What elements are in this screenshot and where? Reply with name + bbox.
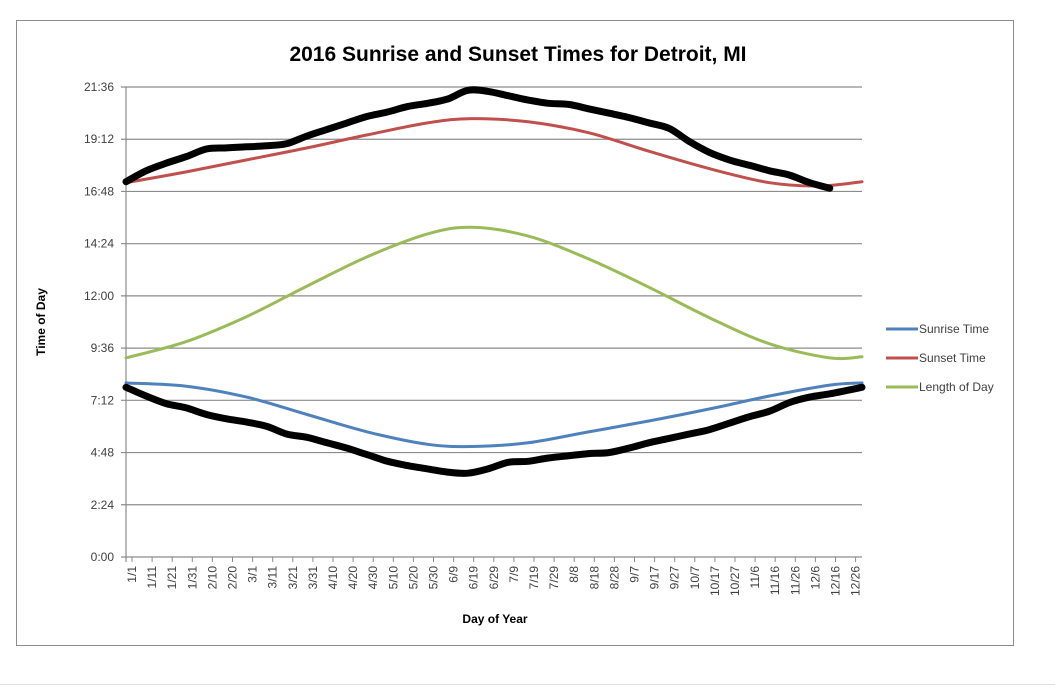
y-axis-title: Time of Day bbox=[34, 288, 48, 356]
x-tick-label: 12/6 bbox=[808, 566, 822, 590]
x-tick-label: 1/11 bbox=[145, 566, 159, 589]
x-tick-label: 8/28 bbox=[607, 566, 621, 590]
series-lines bbox=[124, 117, 864, 449]
x-tick-label: 6/29 bbox=[487, 566, 501, 590]
y-axis-ticks: 0:00 2:24 4:48 7:12 9:36 12:00 14:24 16:48 19:12… bbox=[84, 80, 114, 564]
x-axis-title: Day of Year bbox=[462, 612, 527, 626]
x-tick-label: 11/6 bbox=[748, 566, 762, 589]
x-tick-label: 3/1 bbox=[246, 566, 260, 583]
y-tick-label: 4:48 bbox=[91, 446, 115, 460]
y-tick-label: 19:12 bbox=[84, 132, 114, 146]
x-tick-label: 2/10 bbox=[205, 566, 219, 590]
x-tick-label: 3/21 bbox=[286, 566, 300, 590]
x-tick-label: 7/19 bbox=[527, 566, 541, 590]
x-tick-label: 7/9 bbox=[507, 566, 521, 583]
x-tick-label: 8/18 bbox=[587, 566, 601, 590]
x-tick-label: 4/30 bbox=[366, 566, 380, 590]
x-tick-label: 3/31 bbox=[306, 566, 320, 590]
y-tick-label: 12:00 bbox=[84, 289, 114, 303]
x-tick-label: 1/21 bbox=[165, 566, 179, 590]
x-tick-label: 2/20 bbox=[226, 566, 240, 590]
y-tick-label: 9:36 bbox=[91, 341, 115, 355]
chart-title: 2016 Sunrise and Sunset Times for Detroi… bbox=[289, 43, 746, 66]
y-tick-label: 14:24 bbox=[84, 237, 114, 251]
x-tick-label: 5/10 bbox=[386, 566, 400, 590]
x-tick-label: 3/11 bbox=[266, 566, 280, 589]
x-tick-label: 5/20 bbox=[406, 566, 420, 590]
y-tick-label: 0:00 bbox=[91, 550, 115, 564]
y-tick-label: 7:12 bbox=[91, 393, 115, 407]
series-line-length-of-day bbox=[124, 225, 864, 361]
x-tick-label: 4/20 bbox=[346, 566, 360, 590]
hand-drawn-sunset-trace bbox=[122, 86, 834, 192]
x-tick-label: 11/16 bbox=[768, 566, 782, 595]
x-tick-label: 12/16 bbox=[829, 566, 843, 596]
hand-drawn-annotations bbox=[122, 86, 866, 477]
hand-drawn-sunrise-trace bbox=[122, 383, 866, 477]
x-tick-label: 10/17 bbox=[708, 566, 722, 596]
series-line-sunset-time bbox=[124, 117, 864, 188]
x-tick-label: 1/1 bbox=[125, 566, 139, 583]
y-tick-label: 16:48 bbox=[84, 184, 114, 198]
x-tick-label: 9/7 bbox=[628, 566, 642, 583]
x-tick-label: 4/10 bbox=[326, 566, 340, 590]
legend-label: Sunset Time bbox=[919, 351, 986, 365]
x-tick-label: 8/8 bbox=[567, 566, 581, 583]
gridlines bbox=[121, 86, 862, 562]
x-tick-label: 11/26 bbox=[788, 566, 802, 595]
x-tick-label: 12/26 bbox=[849, 566, 863, 596]
x-tick-label: 9/17 bbox=[648, 566, 662, 590]
legend: Sunrise Time Sunset Time Length of Day bbox=[886, 322, 994, 394]
y-tick-label: 21:36 bbox=[84, 80, 114, 94]
bottom-divider bbox=[0, 684, 1055, 685]
legend-label: Sunrise Time bbox=[919, 322, 989, 336]
legend-label: Length of Day bbox=[919, 380, 994, 394]
x-tick-label: 6/19 bbox=[467, 566, 481, 590]
x-tick-label: 6/9 bbox=[447, 566, 461, 583]
x-tick-label: 10/7 bbox=[688, 566, 702, 590]
x-tick-label: 10/27 bbox=[728, 566, 742, 596]
x-axis-ticks: 1/1 1/11 1/21 1/31 2/10 2/20 3/1 3/11 3/21 3/31 4/… bbox=[125, 557, 863, 596]
x-tick-label: 1/31 bbox=[185, 566, 199, 590]
x-tick-label: 7/29 bbox=[547, 566, 561, 590]
x-tick-label: 5/30 bbox=[427, 566, 441, 590]
series-line-sunrise-time bbox=[124, 381, 864, 449]
y-tick-label: 2:24 bbox=[91, 498, 115, 512]
chart-frame bbox=[16, 20, 1014, 646]
x-tick-label: 9/27 bbox=[668, 566, 682, 590]
